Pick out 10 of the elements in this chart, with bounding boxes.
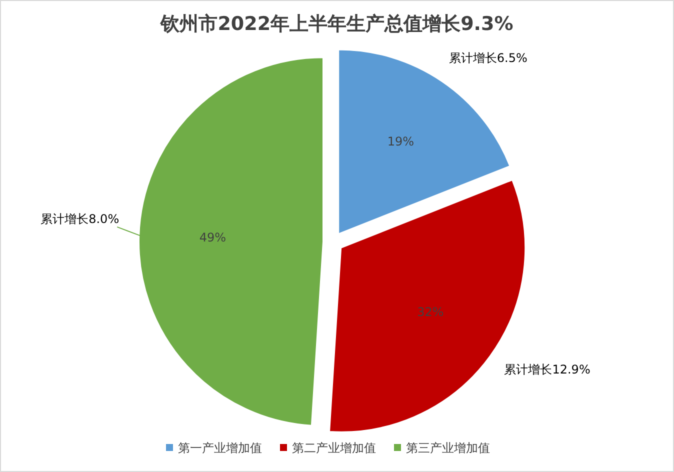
legend-label: 第三产业增加值 <box>406 441 490 455</box>
text: 累计增长12.9% <box>504 362 590 377</box>
legend-label: 第二产业增加值 <box>292 441 376 455</box>
data-label: 49% <box>199 230 226 244</box>
chart-title: 钦州市2022年上半年生产总值增长9.3% <box>160 13 514 35</box>
text: 累计增长8.0% <box>40 212 120 226</box>
text: 累计增长6.5% <box>448 51 528 65</box>
data-label: 19% <box>387 134 414 149</box>
legend-label: 第一产业增加值 <box>178 441 262 455</box>
data-label: 32% <box>417 305 444 320</box>
